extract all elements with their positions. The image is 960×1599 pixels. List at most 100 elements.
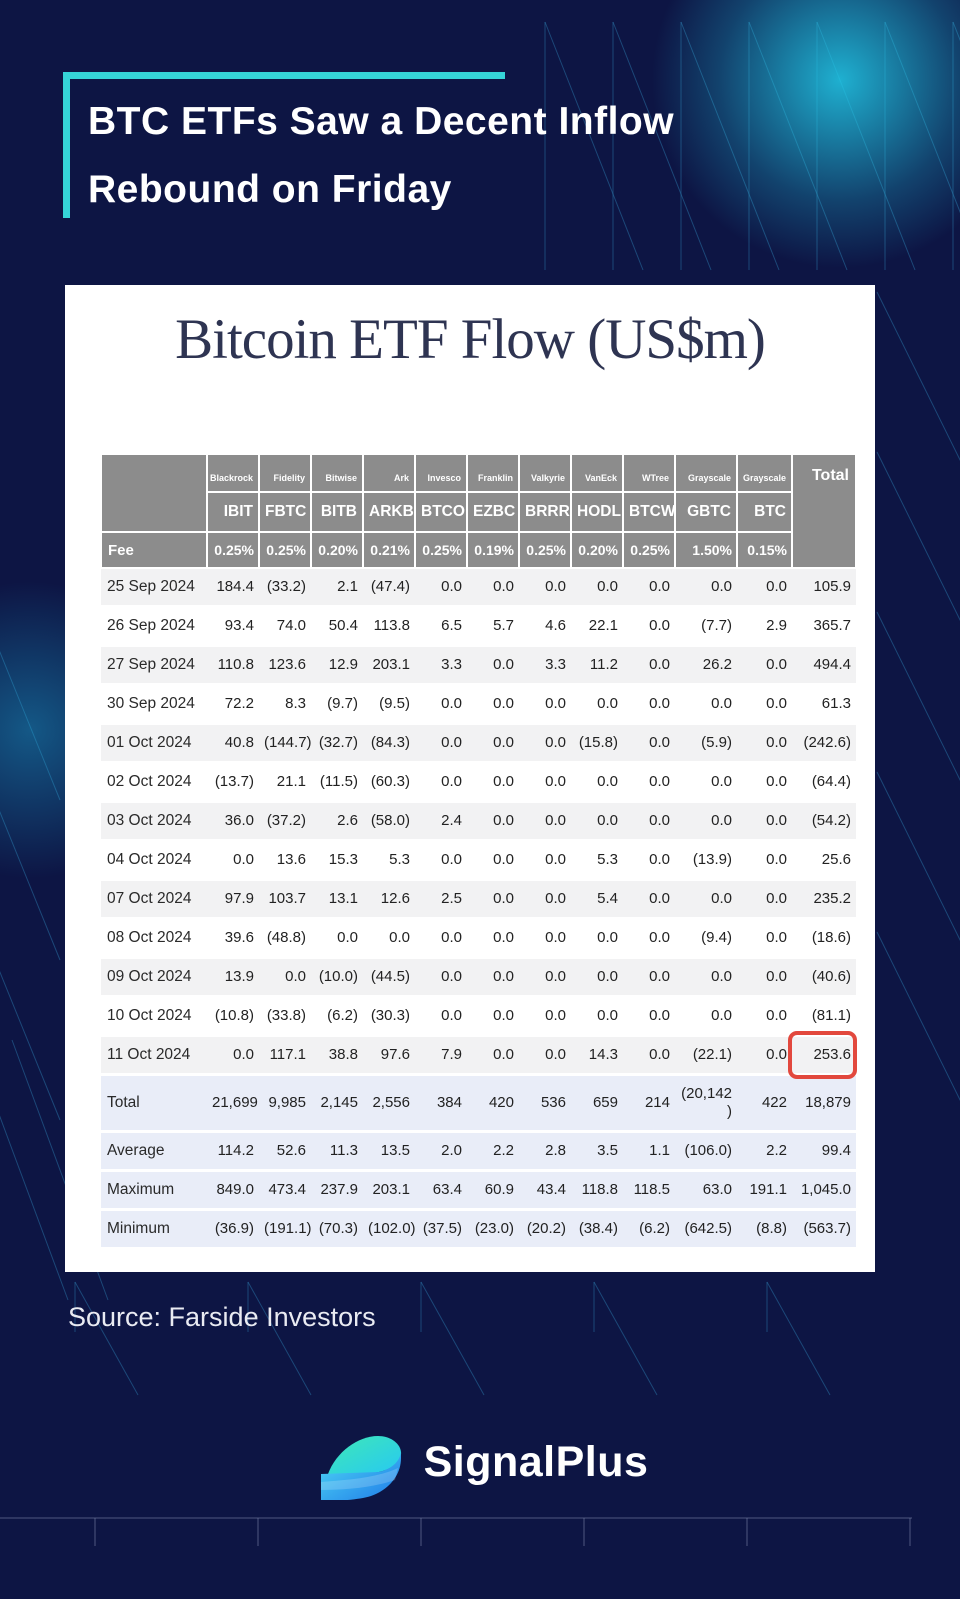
summary-row-label: Average: [101, 1131, 207, 1172]
table-cell: 0.0: [467, 723, 519, 764]
table-cell: 0.0: [519, 801, 571, 842]
headline-line2: Rebound on Friday: [88, 168, 452, 211]
headline-line1: BTC ETFs Saw a Decent Inflow: [88, 100, 675, 143]
table-cell: 0.0: [623, 879, 675, 920]
table-cell: 0.0: [623, 957, 675, 998]
table-row: 08 Oct 2024 39.6 (48.8) 0.0 0.0 0.0 0.0 0.0 0.0 0…: [101, 918, 856, 959]
table-cell: 0.0: [737, 918, 792, 959]
table-cell: 50.4: [311, 606, 363, 647]
row-date-label: 30 Sep 2024: [101, 684, 207, 725]
table-cell: 2.1: [311, 568, 363, 608]
summary-cell: 114.2: [207, 1131, 259, 1172]
table-cell: 97.9: [207, 879, 259, 920]
table-row: 07 Oct 2024 97.9 103.7 13.1 12.6 2.5 0.0 0.0 5.4…: [101, 879, 856, 920]
table-cell: 365.7: [792, 606, 856, 647]
table-row: 02 Oct 2024 (13.7) 21.1 (11.5) (60.3) 0.0 0.0 0…: [101, 762, 856, 803]
summary-cell: 118.8: [571, 1170, 623, 1211]
table-cell: (37.2): [259, 801, 311, 842]
summary-cell: 203.1: [363, 1170, 415, 1211]
table-cell: 0.0: [519, 840, 571, 881]
header-ticker: HODL: [570, 491, 624, 533]
table-cell: 0.0: [415, 684, 467, 725]
table-cell: (9.4): [675, 918, 737, 959]
header-institution: Valkyrie: [518, 453, 572, 493]
summary-cell: 237.9: [311, 1170, 363, 1211]
table-cell: 0.0: [623, 723, 675, 764]
summary-cell: (23.0): [467, 1209, 519, 1250]
summary-cell: 118.5: [623, 1170, 675, 1211]
table-cell: 0.0: [623, 918, 675, 959]
accent-bar-horizontal: [63, 72, 505, 79]
brand-name: SignalPlus: [423, 1437, 649, 1486]
row-date-label: 27 Sep 2024: [101, 645, 207, 686]
table-cell: 0.0: [467, 879, 519, 920]
table-cell: 0.0: [623, 606, 675, 647]
table-cell: 0.0: [207, 1035, 259, 1076]
table-cell: 0.0: [519, 879, 571, 920]
table-cell: 0.0: [415, 762, 467, 803]
summary-cell: 422: [737, 1074, 792, 1133]
summary-cell: (8.8): [737, 1209, 792, 1250]
table-cell: 0.0: [467, 684, 519, 725]
summary-cell: 384: [415, 1074, 467, 1133]
header-institution: WTree: [622, 453, 676, 493]
table-corner-cell: [100, 453, 208, 533]
table-cell: 7.9: [415, 1035, 467, 1076]
table-cell: 0.0: [623, 996, 675, 1037]
summary-row: Minimum (36.9) (191.1) (70.3) (102.0) (37.5)(…: [101, 1209, 856, 1250]
table-cell: 0.0: [519, 996, 571, 1037]
summary-cell: 420: [467, 1074, 519, 1133]
table-cell: 494.4: [792, 645, 856, 686]
table-cell: 0.0: [623, 762, 675, 803]
table-cell: (5.9): [675, 723, 737, 764]
table-cell: 0.0: [737, 1035, 792, 1076]
table-cell: 93.4: [207, 606, 259, 647]
table-cell: 40.8: [207, 723, 259, 764]
table-cell: 0.0: [737, 879, 792, 920]
fee-value: 0.15%: [736, 531, 793, 569]
table-cell: 0.0: [623, 1035, 675, 1076]
table-cell: (9.7): [311, 684, 363, 725]
fee-value: 0.25%: [414, 531, 468, 569]
summary-cell: 536: [519, 1074, 571, 1133]
table-cell: 72.2: [207, 684, 259, 725]
table-cell: 0.0: [519, 957, 571, 998]
table-cell: 97.6: [363, 1035, 415, 1076]
table-cell: (13.9): [675, 840, 737, 881]
summary-cell: 2.8: [519, 1131, 571, 1172]
table-cell: 0.0: [259, 957, 311, 998]
summary-cell: (20,142 ): [675, 1074, 737, 1133]
table-cell: (10.0): [311, 957, 363, 998]
summary-row-label: Minimum: [101, 1209, 207, 1250]
table-cell: 0.0: [737, 723, 792, 764]
summary-cell: 2,556: [363, 1074, 415, 1133]
table-cell: 0.0: [675, 762, 737, 803]
summary-cell: 3.5: [571, 1131, 623, 1172]
summary-cell: 18,879: [792, 1074, 856, 1133]
fee-value: 0.25%: [206, 531, 260, 569]
table-cell: 0.0: [675, 879, 737, 920]
table-cell: (33.2): [259, 568, 311, 608]
summary-cell: (106.0): [675, 1131, 737, 1172]
summary-cell: (102.0): [363, 1209, 416, 1250]
table-cell: (9.5): [363, 684, 415, 725]
header-institution: Fidelity: [258, 453, 312, 493]
table-cell: 15.3: [311, 840, 363, 881]
table-row: 26 Sep 2024 93.4 74.0 50.4 113.8 6.5 5.7 4.6 22.…: [101, 606, 856, 647]
table-cell: 0.0: [571, 996, 623, 1037]
table-cell: 0.0: [415, 918, 467, 959]
table-cell: 26.2: [675, 645, 737, 686]
summary-cell: 1.1: [623, 1131, 675, 1172]
etf-flow-card: Bitcoin ETF Flow (US$m) Blackrock Fidelit…: [65, 285, 875, 1272]
table-row: 04 Oct 2024 0.0 13.6 15.3 5.3 0.0 0.0 0.0 5.3 0.0…: [101, 840, 856, 881]
table-cell: (144.7): [259, 723, 312, 764]
table-cell: (81.1): [792, 996, 856, 1037]
table-cell: 0.0: [675, 957, 737, 998]
table-cell: 0.0: [207, 840, 259, 881]
table-cell: 0.0: [737, 801, 792, 842]
table-cell: 0.0: [571, 568, 623, 608]
table-row: 10 Oct 2024 (10.8) (33.8) (6.2) (30.3) 0.0 0.0…: [101, 996, 856, 1037]
fee-value: 0.21%: [362, 531, 416, 569]
row-date-label: 02 Oct 2024: [101, 762, 207, 803]
